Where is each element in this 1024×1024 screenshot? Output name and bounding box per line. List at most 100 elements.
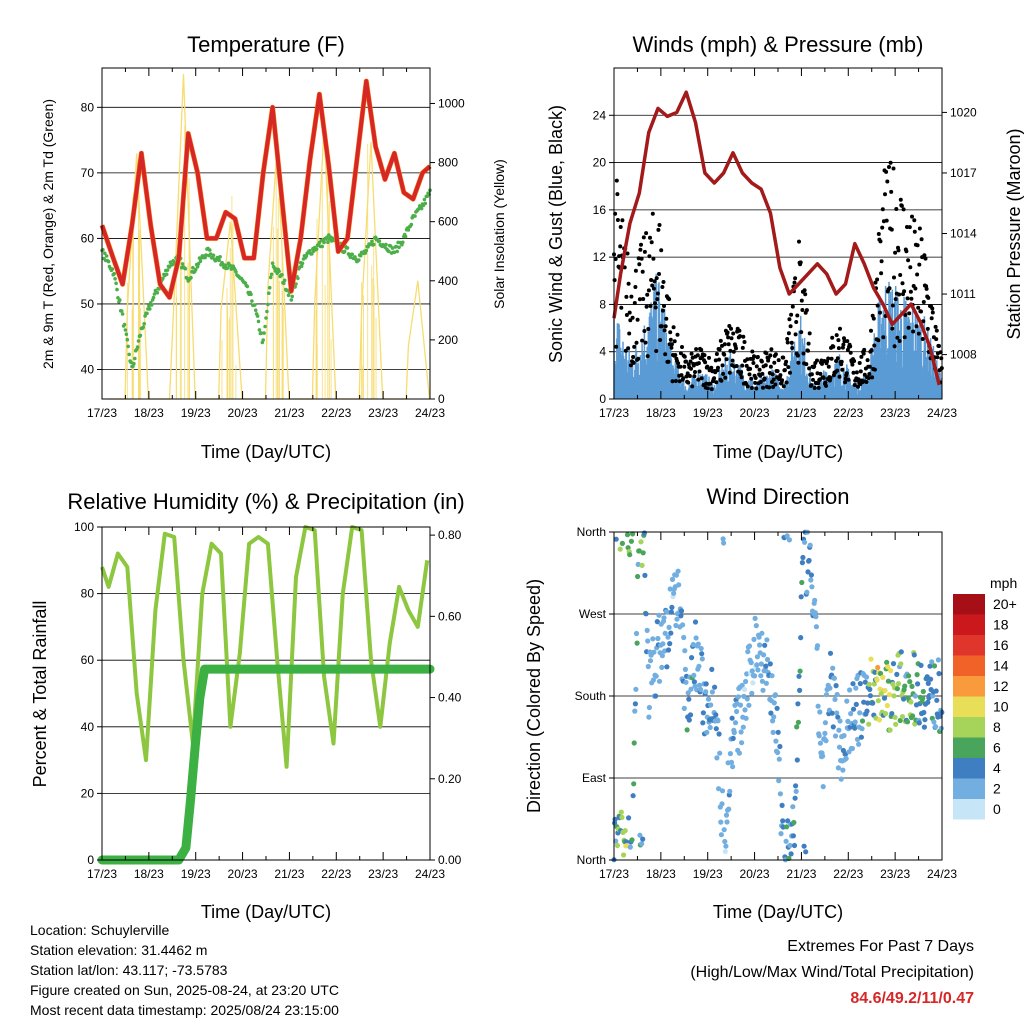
gust-point bbox=[752, 354, 756, 359]
gust-point bbox=[672, 339, 677, 344]
direction-point bbox=[892, 714, 898, 720]
winds-xtick-label: 19/23 bbox=[693, 406, 723, 420]
direction-point bbox=[779, 802, 785, 809]
direction-point bbox=[729, 715, 735, 721]
direction-point bbox=[723, 812, 730, 818]
direction-point bbox=[639, 562, 645, 569]
gust-point bbox=[806, 348, 810, 353]
gust-point bbox=[641, 235, 646, 240]
direction-point bbox=[921, 709, 927, 716]
dewpoint-point bbox=[280, 273, 284, 277]
direction-point bbox=[829, 710, 835, 716]
gust-point bbox=[861, 351, 866, 356]
gust-point bbox=[764, 351, 769, 356]
gust-point bbox=[648, 304, 653, 308]
direction-point bbox=[683, 679, 689, 685]
gust-point bbox=[854, 370, 859, 375]
direction-point bbox=[936, 671, 942, 677]
humidity-xtick-label: 24/23 bbox=[415, 867, 445, 881]
gust-point bbox=[891, 166, 896, 171]
direction-point bbox=[863, 674, 870, 680]
direction-ytick-label: North bbox=[577, 853, 606, 867]
dewpoint-point bbox=[229, 267, 234, 271]
direction-point bbox=[722, 838, 728, 845]
direction-point bbox=[854, 736, 861, 743]
gust-point bbox=[760, 371, 765, 376]
direction-point bbox=[797, 668, 803, 674]
dewpoint-point bbox=[265, 309, 269, 314]
direction-point bbox=[752, 615, 758, 622]
gust-point bbox=[797, 239, 801, 244]
gust-point bbox=[922, 253, 927, 258]
direction-point bbox=[622, 828, 628, 834]
legend-swatch bbox=[953, 635, 985, 656]
gust-point bbox=[613, 257, 618, 261]
direction-point bbox=[899, 714, 906, 720]
direction-point bbox=[768, 710, 774, 716]
dewpoint-point bbox=[208, 252, 213, 256]
direction-point bbox=[853, 701, 859, 708]
gust-point bbox=[807, 366, 812, 371]
gust-point bbox=[745, 357, 750, 362]
winds-xtick-label: 20/23 bbox=[740, 406, 770, 420]
gust-point bbox=[618, 244, 623, 249]
direction-point bbox=[834, 691, 840, 698]
direction-point bbox=[726, 806, 732, 812]
direction-point bbox=[640, 836, 646, 842]
gust-point bbox=[909, 296, 914, 301]
temperature-xtick-label: 21/23 bbox=[274, 406, 304, 420]
gust-point bbox=[799, 298, 804, 303]
direction-point bbox=[735, 694, 741, 700]
direction-point bbox=[700, 720, 706, 726]
gust-point bbox=[896, 248, 901, 253]
gust-point bbox=[624, 313, 629, 317]
gust-point bbox=[633, 268, 638, 273]
direction-point bbox=[832, 733, 839, 739]
direction-point bbox=[790, 804, 796, 810]
direction-point bbox=[881, 695, 888, 701]
dewpoint-point bbox=[268, 275, 273, 280]
direction-point bbox=[870, 700, 876, 706]
temperature-y2tick-label: 0 bbox=[438, 392, 445, 406]
humidity-xtick-label: 17/23 bbox=[87, 867, 117, 881]
gust-point bbox=[651, 256, 656, 261]
dewpoint-point bbox=[326, 240, 330, 244]
direction-point bbox=[884, 702, 890, 709]
direction-point bbox=[678, 608, 685, 614]
direction-point bbox=[794, 724, 800, 730]
gust-point bbox=[650, 283, 655, 288]
direction-point bbox=[666, 624, 672, 631]
direction-point bbox=[784, 824, 790, 830]
gust-point bbox=[705, 364, 710, 369]
temperature-xtick-label: 20/23 bbox=[228, 406, 258, 420]
temperature-y2tick-label: 800 bbox=[438, 156, 458, 170]
gust-point bbox=[867, 372, 872, 376]
dewpoint-point bbox=[250, 299, 254, 303]
gust-point bbox=[934, 328, 939, 333]
gust-point bbox=[640, 269, 645, 274]
gust-point bbox=[837, 374, 842, 379]
direction-point bbox=[664, 609, 671, 615]
direction-point bbox=[619, 814, 625, 821]
gust-point bbox=[840, 345, 845, 350]
gust-point bbox=[684, 359, 688, 364]
gust-point bbox=[846, 377, 851, 382]
humidity-ytick-label: 20 bbox=[81, 786, 95, 800]
gust-point bbox=[816, 381, 821, 386]
legend-swatch bbox=[953, 758, 985, 779]
gust-point bbox=[615, 192, 620, 197]
gust-point bbox=[649, 278, 654, 282]
legend-swatch bbox=[953, 614, 985, 635]
dewpoint-point bbox=[390, 246, 395, 250]
gust-point bbox=[904, 249, 909, 254]
direction-point bbox=[886, 692, 893, 698]
gust-point bbox=[726, 342, 731, 347]
direction-point bbox=[660, 641, 666, 647]
direction-point bbox=[667, 641, 673, 647]
direction-point bbox=[850, 706, 857, 712]
gust-point bbox=[666, 359, 671, 364]
direction-point bbox=[914, 672, 920, 678]
gust-point bbox=[658, 338, 663, 342]
direction-point bbox=[688, 686, 694, 692]
direction-point bbox=[628, 538, 635, 544]
